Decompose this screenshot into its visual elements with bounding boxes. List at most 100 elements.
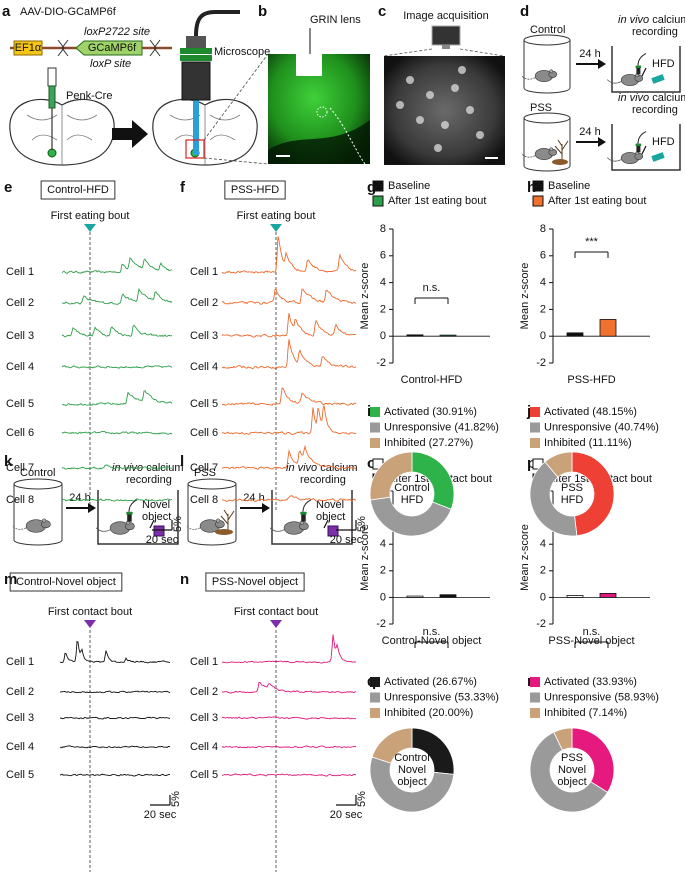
mouse-ear <box>216 518 221 523</box>
event-marker <box>84 620 96 628</box>
recording-italic: in vivo <box>618 92 649 104</box>
calcium-trace <box>61 498 173 502</box>
gene-label: GCaMP6f <box>88 42 137 54</box>
microscope-band <box>180 48 212 54</box>
mouse-tail <box>606 79 622 84</box>
cell-label: Cell 4 <box>6 741 34 753</box>
title-box <box>40 180 116 200</box>
mini-scope-band <box>300 511 307 515</box>
y-tick-label: 4 <box>540 538 546 550</box>
cell-label: Cell 4 <box>190 361 218 373</box>
center-label: PSS <box>561 752 583 764</box>
loxp-sites <box>57 39 69 57</box>
histology-dark <box>268 120 370 164</box>
legend-swatch <box>532 195 544 207</box>
cell-label: Cell 8 <box>6 494 34 506</box>
recording-word: calcium <box>652 14 685 26</box>
calcium-trace <box>222 495 357 503</box>
y-tick-label: 2 <box>540 303 546 315</box>
cell-label: Cell 7 <box>190 462 218 474</box>
recording-label: recording <box>126 474 172 486</box>
group-label: Control <box>20 467 55 479</box>
significance-label: n.s. <box>423 282 441 294</box>
site-label: loxP2722 site <box>84 26 150 38</box>
mouse-line-label: Penk-Cre <box>66 90 112 102</box>
neuron-blob <box>426 91 434 99</box>
cell-label: Cell 2 <box>190 686 218 698</box>
legend-swatch <box>370 438 380 448</box>
panel-letter: i <box>367 403 371 420</box>
y-tick-label: 4 <box>380 277 386 289</box>
mini-scope-band <box>126 511 133 515</box>
donut-slice <box>544 451 573 478</box>
y-tick-label: 2 <box>380 303 386 315</box>
roi <box>316 106 328 118</box>
y-tick-label: -2 <box>376 357 386 369</box>
calcium-trace <box>222 681 357 694</box>
arrow-head <box>598 59 606 69</box>
calcium-trace <box>61 287 173 305</box>
legend-label: Baseline <box>548 180 590 192</box>
delay-label: 24 h <box>69 492 90 504</box>
gene-arrow <box>75 40 143 56</box>
calcium-trace <box>59 716 171 720</box>
significance-label: *** <box>585 236 599 248</box>
donut-slice <box>529 461 578 537</box>
center-label: HFD <box>401 494 424 506</box>
object-label: object <box>316 511 345 523</box>
calcium-trace <box>221 773 357 777</box>
food-pellet <box>651 152 665 162</box>
donut-slice <box>369 451 413 501</box>
cell-label: Cell 4 <box>6 361 34 373</box>
novel-object <box>327 525 339 537</box>
donut-slice <box>371 727 413 764</box>
syringe-body <box>48 85 56 109</box>
food-label: HFD <box>652 58 675 70</box>
cell-label: Cell 1 <box>190 266 218 278</box>
donut-slice <box>411 451 455 510</box>
legend-label: Unresponsive (40.74%) <box>544 421 659 433</box>
title-box <box>9 572 123 592</box>
brain-implant-detail <box>169 105 241 165</box>
calcium-trace <box>221 236 357 274</box>
scale-y-label: 5% <box>170 791 182 807</box>
donut-slice <box>369 496 452 537</box>
event-marker <box>270 224 282 232</box>
y-axis-label: Mean z-score <box>519 524 531 591</box>
bar <box>599 593 617 598</box>
significance-label: n.s. <box>423 626 441 638</box>
legend-swatch <box>530 438 540 448</box>
novel-object <box>153 525 165 537</box>
legend-swatch <box>530 407 540 417</box>
recording-label: recording <box>632 104 678 116</box>
neuron-blob <box>434 144 442 152</box>
mouse-tail <box>11 525 27 530</box>
legend-swatch <box>532 180 544 192</box>
legend-swatch <box>530 677 540 687</box>
donut-slice <box>529 731 609 813</box>
donut-slice <box>553 727 573 751</box>
stressor-branch <box>554 139 569 162</box>
y-tick-label: 0 <box>380 330 386 342</box>
legend-label: Inhibited (27.27%) <box>384 437 473 449</box>
y-tick-label: 8 <box>380 223 386 235</box>
panel-letter: f <box>180 179 186 196</box>
mini-scope <box>636 145 641 153</box>
cable <box>194 10 240 37</box>
y-tick-label: 0 <box>540 591 546 603</box>
cell-label: Cell 3 <box>6 712 34 724</box>
line <box>149 519 155 529</box>
cell-label: Cell 8 <box>190 494 218 506</box>
mouse-tail <box>520 75 536 80</box>
panel-letter: n <box>180 571 189 588</box>
calcium-trace <box>221 339 357 370</box>
cell-label: Cell 1 <box>6 656 34 668</box>
y-tick-label: -2 <box>536 618 546 630</box>
arrow-head <box>262 503 270 513</box>
neuron-blob <box>476 131 484 139</box>
legend-swatch <box>370 422 380 433</box>
trace-title: Control-Novel object <box>16 576 116 588</box>
cell-label: Cell 3 <box>190 330 218 342</box>
scope-cable <box>128 499 138 512</box>
recording-italic: in vivo <box>618 14 649 26</box>
